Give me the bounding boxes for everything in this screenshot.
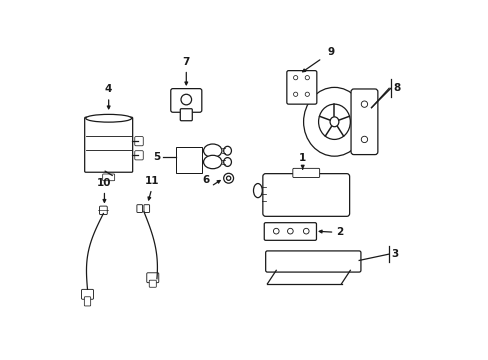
FancyBboxPatch shape (146, 273, 159, 283)
Ellipse shape (303, 87, 365, 156)
FancyBboxPatch shape (84, 297, 90, 306)
Ellipse shape (305, 76, 309, 80)
Text: 7: 7 (182, 57, 189, 67)
Text: 11: 11 (144, 176, 159, 186)
Text: 6: 6 (202, 175, 209, 185)
FancyBboxPatch shape (81, 289, 93, 299)
FancyBboxPatch shape (350, 89, 377, 154)
Text: 4: 4 (105, 84, 112, 94)
Ellipse shape (293, 92, 297, 96)
Text: 2: 2 (336, 227, 343, 237)
FancyBboxPatch shape (135, 136, 143, 146)
FancyBboxPatch shape (265, 251, 360, 272)
Text: 9: 9 (327, 46, 334, 57)
FancyBboxPatch shape (99, 206, 107, 215)
FancyBboxPatch shape (137, 205, 142, 212)
Ellipse shape (223, 146, 231, 155)
Ellipse shape (305, 92, 309, 96)
Ellipse shape (273, 228, 279, 234)
Ellipse shape (223, 173, 233, 183)
Ellipse shape (226, 176, 230, 180)
FancyBboxPatch shape (102, 174, 114, 181)
Text: 10: 10 (97, 178, 111, 188)
Ellipse shape (203, 144, 222, 157)
FancyBboxPatch shape (149, 280, 156, 287)
Text: 8: 8 (392, 83, 400, 93)
FancyBboxPatch shape (286, 71, 316, 104)
FancyBboxPatch shape (170, 89, 202, 112)
FancyBboxPatch shape (84, 117, 132, 172)
Ellipse shape (85, 114, 131, 122)
Ellipse shape (318, 104, 349, 139)
Ellipse shape (361, 136, 367, 143)
Text: 3: 3 (390, 249, 398, 259)
Ellipse shape (181, 94, 191, 105)
Ellipse shape (361, 101, 367, 107)
FancyBboxPatch shape (292, 168, 319, 177)
FancyBboxPatch shape (135, 151, 143, 160)
FancyBboxPatch shape (143, 205, 149, 212)
Ellipse shape (287, 228, 293, 234)
FancyBboxPatch shape (264, 223, 316, 240)
Text: 5: 5 (153, 152, 160, 162)
FancyBboxPatch shape (180, 109, 192, 121)
Ellipse shape (293, 76, 297, 80)
Ellipse shape (303, 228, 308, 234)
Ellipse shape (223, 158, 231, 166)
Text: 1: 1 (299, 153, 305, 163)
Ellipse shape (253, 184, 262, 198)
Ellipse shape (329, 117, 338, 127)
FancyBboxPatch shape (175, 147, 202, 173)
Ellipse shape (203, 155, 222, 169)
FancyBboxPatch shape (263, 174, 349, 216)
